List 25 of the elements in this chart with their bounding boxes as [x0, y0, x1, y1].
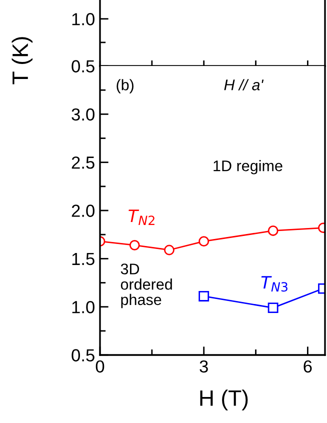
point — [129, 240, 140, 250]
y-tick-label: 2.5 — [72, 156, 94, 169]
point — [198, 291, 210, 302]
y-axis-title: T (K) — [12, 37, 32, 84]
x-tick-label: 6 — [304, 360, 312, 373]
series-label: T$_{N2}$ — [128, 210, 154, 225]
x-tick-label: 3 — [200, 360, 208, 373]
annotation: 3D ordered phase — [120, 264, 172, 308]
x-axis-title: H (T) — [200, 390, 248, 410]
y-tick-label: 1.0 — [72, 301, 94, 314]
y-tick-label: 2.0 — [72, 204, 94, 217]
y-tick-label: 3.0 — [72, 108, 94, 121]
annotation: H // a' — [224, 79, 264, 90]
y-tick-label: 1.0 — [72, 13, 94, 26]
y-tick-label: 1.5 — [72, 253, 94, 266]
y-tick-label: 0.5 — [72, 60, 94, 72]
series-label: T$_{N3}$ — [261, 276, 288, 292]
annotation: 1D regime — [214, 160, 282, 174]
point — [268, 226, 278, 236]
point — [268, 302, 278, 314]
x-tick-label: 0 — [96, 360, 104, 373]
point — [198, 236, 210, 247]
y-tick-label: 0.5 — [72, 349, 94, 362]
point — [164, 244, 174, 256]
annotation: (b) — [116, 79, 134, 94]
